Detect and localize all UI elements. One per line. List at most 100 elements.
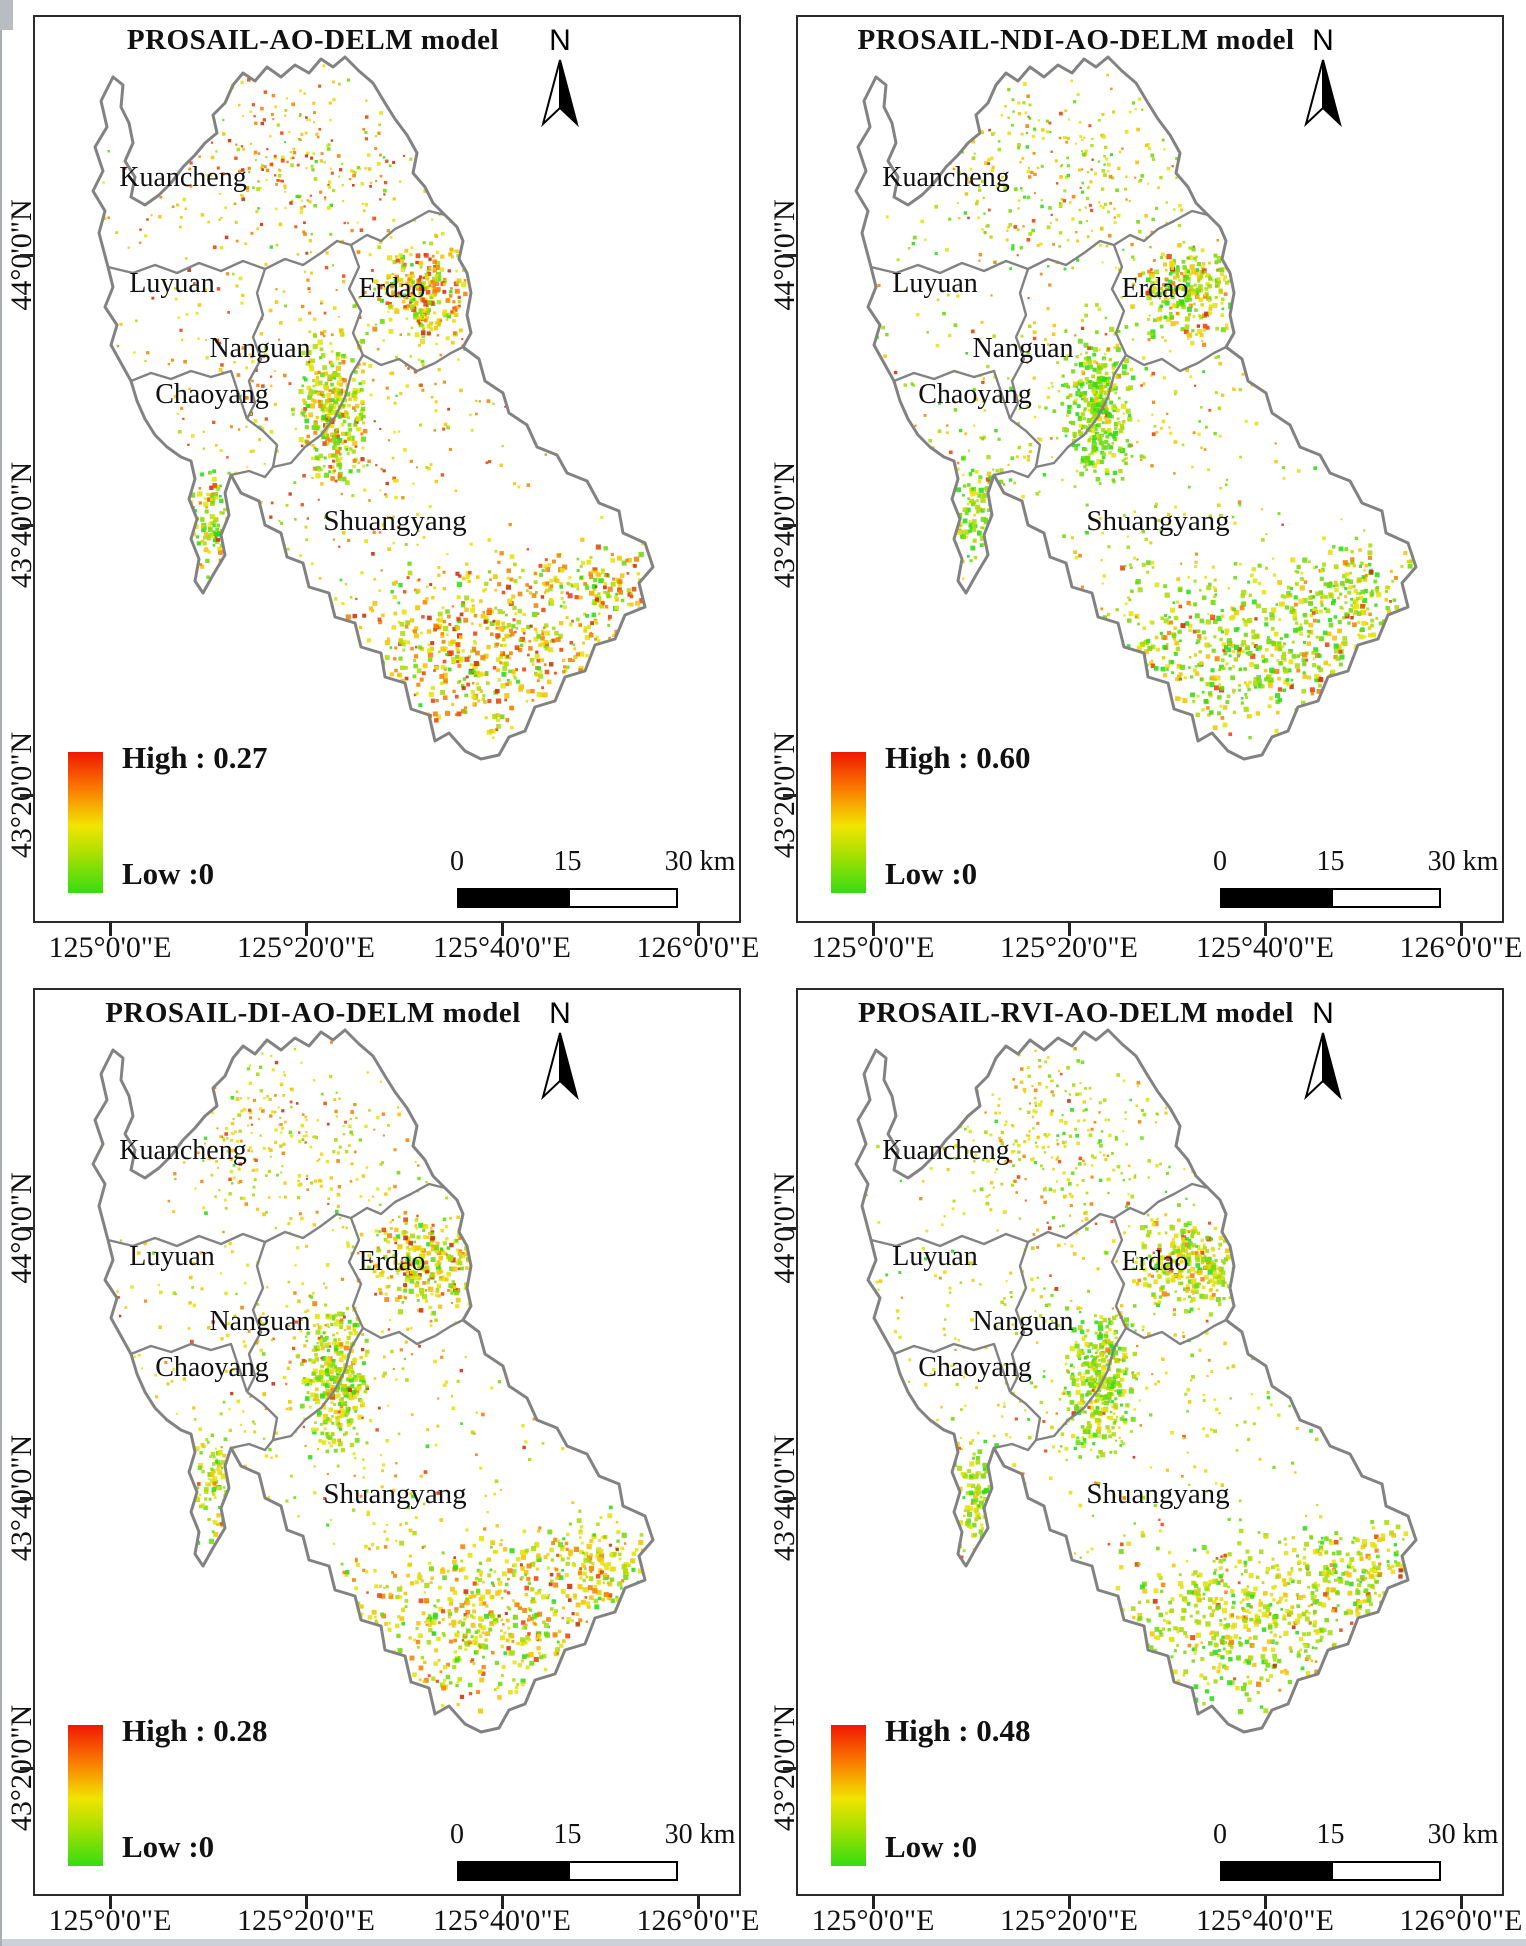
north-arrow: N xyxy=(536,24,584,134)
legend-low-label: Low :0 xyxy=(885,856,978,891)
scalebar-black-segment xyxy=(457,888,568,908)
legend-high-label: High : 0.60 xyxy=(885,740,1031,775)
scalebar-white-segment xyxy=(1330,888,1441,908)
north-label: N xyxy=(549,997,571,1030)
scalebar-label-1: 15 xyxy=(553,1819,582,1850)
legend-color-ramp xyxy=(831,752,866,893)
lon-axis-label-3: 126°0'0"E xyxy=(636,1904,760,1937)
map-panel-1: Kuancheng Luyuan Erdao Nanguan Chaoyang Shuan… xyxy=(0,0,763,973)
north-arrow-svg: N xyxy=(541,24,579,128)
lon-axis-tick-1 xyxy=(1068,923,1071,936)
lon-axis-tick-3 xyxy=(1460,923,1463,936)
lat-axis-tick-0 xyxy=(783,1227,796,1230)
scalebar-black-segment xyxy=(1220,888,1331,908)
scalebar-label-1: 15 xyxy=(1316,1819,1345,1850)
lon-axis-tick-1 xyxy=(305,1896,308,1909)
legend-color-ramp xyxy=(831,1725,866,1866)
scalebar-label-2: 30 km xyxy=(1427,1819,1499,1850)
scalebar-label-0: 0 xyxy=(1213,846,1227,877)
panel-title: PROSAIL-DI-AO-DELM model xyxy=(105,997,521,1029)
legend-low-label: Low :0 xyxy=(122,1829,215,1864)
north-label: N xyxy=(1312,24,1334,57)
legend-high-label: High : 0.28 xyxy=(122,1713,268,1748)
north-arrow-right xyxy=(559,59,579,128)
lon-axis-tick-3 xyxy=(1460,1896,1463,1909)
lat-axis-tick-2 xyxy=(20,1767,33,1770)
north-arrow: N xyxy=(1299,24,1347,134)
lon-axis-tick-2 xyxy=(501,923,504,936)
scalebar-label-1: 15 xyxy=(553,846,582,877)
map-panel-3: Kuancheng Luyuan Erdao Nanguan Chaoyang Shuan… xyxy=(0,973,763,1946)
legend-color-ramp xyxy=(68,752,103,893)
lat-axis-tick-2 xyxy=(20,794,33,797)
left-edge-line xyxy=(0,0,2,1946)
scalebar-label-0: 0 xyxy=(450,1819,464,1850)
map-panel-4: Kuancheng Luyuan Erdao Nanguan Chaoyang Shuan… xyxy=(763,973,1526,1946)
map-frame xyxy=(33,988,741,1896)
lat-axis-tick-1 xyxy=(783,1497,796,1500)
scalebar-label-2: 30 km xyxy=(664,846,736,877)
legend-high-label: High : 0.48 xyxy=(885,1713,1031,1748)
map-frame xyxy=(796,15,1504,923)
north-arrow-svg: N xyxy=(1304,997,1342,1101)
lon-axis-tick-0 xyxy=(109,923,112,936)
north-arrow-right xyxy=(559,1032,579,1101)
legend-high-label: High : 0.27 xyxy=(122,740,268,775)
scalebar-label-0: 0 xyxy=(450,846,464,877)
north-arrow: N xyxy=(536,997,584,1107)
lon-axis-tick-0 xyxy=(872,1896,875,1909)
lat-axis-tick-0 xyxy=(20,254,33,257)
north-arrow-left xyxy=(1304,1032,1324,1101)
lon-axis-label-3: 126°0'0"E xyxy=(636,931,760,964)
lon-axis-tick-2 xyxy=(1264,923,1267,936)
lon-axis-label-3: 126°0'0"E xyxy=(1399,1904,1523,1937)
lat-axis-tick-1 xyxy=(20,524,33,527)
scalebar-black-segment xyxy=(1220,1861,1331,1881)
north-arrow-right xyxy=(1322,1032,1342,1101)
north-arrow: N xyxy=(1299,997,1347,1107)
legend-low-label: Low :0 xyxy=(885,1829,978,1864)
lat-axis-tick-1 xyxy=(783,524,796,527)
lon-axis-tick-1 xyxy=(305,923,308,936)
north-arrow-svg: N xyxy=(541,997,579,1101)
bottom-edge-band xyxy=(0,1939,1526,1946)
lon-axis-tick-3 xyxy=(697,923,700,936)
panel-title: PROSAIL-NDI-AO-DELM model xyxy=(857,24,1295,56)
map-panel-2: Kuancheng Luyuan Erdao Nanguan Chaoyang Shuan… xyxy=(763,0,1526,973)
scalebar-label-1: 15 xyxy=(1316,846,1345,877)
lon-axis-tick-1 xyxy=(1068,1896,1071,1909)
scalebar-label-2: 30 km xyxy=(664,1819,736,1850)
lon-axis-tick-2 xyxy=(501,1896,504,1909)
lon-axis-tick-2 xyxy=(1264,1896,1267,1909)
lat-axis-tick-1 xyxy=(20,1497,33,1500)
north-arrow-left xyxy=(541,1032,561,1101)
lat-axis-tick-0 xyxy=(783,254,796,257)
lon-axis-tick-3 xyxy=(697,1896,700,1909)
panel-title: PROSAIL-RVI-AO-DELM model xyxy=(857,997,1294,1029)
lon-axis-label-3: 126°0'0"E xyxy=(1399,931,1523,964)
corner-artifact xyxy=(0,0,13,30)
scalebar-black-segment xyxy=(457,1861,568,1881)
north-arrow-right xyxy=(1322,59,1342,128)
north-arrow-left xyxy=(541,59,561,128)
scalebar-white-segment xyxy=(567,888,678,908)
lat-axis-tick-2 xyxy=(783,794,796,797)
north-label: N xyxy=(1312,997,1334,1030)
lat-axis-tick-0 xyxy=(20,1227,33,1230)
lon-axis-tick-0 xyxy=(109,1896,112,1909)
panel-title: PROSAIL-AO-DELM model xyxy=(126,24,500,56)
map-frame xyxy=(33,15,741,923)
map-frame xyxy=(796,988,1504,1896)
scalebar-label-2: 30 km xyxy=(1427,846,1499,877)
scalebar-label-0: 0 xyxy=(1213,1819,1227,1850)
legend-low-label: Low :0 xyxy=(122,856,215,891)
lon-axis-tick-0 xyxy=(872,923,875,936)
scalebar-white-segment xyxy=(1330,1861,1441,1881)
lat-axis-tick-2 xyxy=(783,1767,796,1770)
north-label: N xyxy=(549,24,571,57)
legend-color-ramp xyxy=(68,1725,103,1866)
scalebar-white-segment xyxy=(567,1861,678,1881)
north-arrow-left xyxy=(1304,59,1324,128)
north-arrow-svg: N xyxy=(1304,24,1342,128)
